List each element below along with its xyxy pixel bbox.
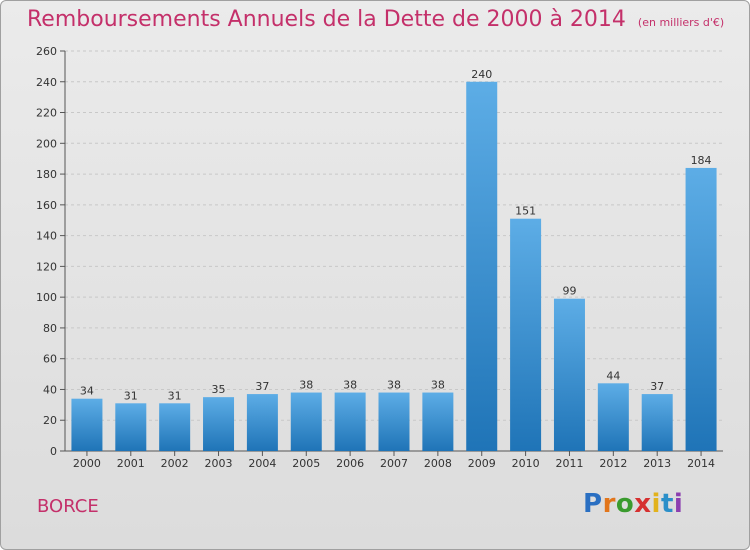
chart-title: Remboursements Annuels de la Dette de 20… <box>27 7 724 32</box>
y-tick-label: 100 <box>36 291 57 304</box>
value-label: 31 <box>168 389 182 402</box>
bar-2014 <box>685 167 717 451</box>
value-label: 38 <box>431 379 445 392</box>
x-tick-label: 2005 <box>292 457 320 470</box>
bar-2002 <box>159 403 191 451</box>
x-tick-label: 2011 <box>555 457 583 470</box>
value-label: 38 <box>387 379 401 392</box>
x-tick-label: 2000 <box>73 457 101 470</box>
bar-2011 <box>553 298 585 451</box>
bar-2007 <box>378 392 410 451</box>
y-tick-label: 0 <box>50 445 57 458</box>
x-tick-label: 2009 <box>468 457 496 470</box>
axis-layer: 0 20 40 60 80 100 120 140 160 180 200 220 240 260 2000… <box>36 45 723 470</box>
y-tick-label: 260 <box>36 45 57 58</box>
unit-note: (en milliers d'€) <box>637 16 725 29</box>
y-tick-label: 200 <box>36 137 57 150</box>
bar-2012 <box>597 383 629 451</box>
y-tick-label: 180 <box>36 168 57 181</box>
x-tick-label: 2012 <box>599 457 627 470</box>
bar-2009 <box>466 81 498 452</box>
y-tick-label: 40 <box>43 383 57 396</box>
y-tick-label: 60 <box>43 353 57 366</box>
bar-2003 <box>203 397 235 451</box>
x-tick-label: 2006 <box>336 457 364 470</box>
bar-2006 <box>334 392 366 451</box>
x-tick-label: 2010 <box>512 457 540 470</box>
value-label: 37 <box>255 380 269 393</box>
label-layer: 34 31 31 35 37 38 38 38 38 240 151 99 44 37 184 <box>80 68 712 403</box>
x-tick-label: 2014 <box>687 457 715 470</box>
value-label: 37 <box>650 380 664 393</box>
x-tick-label: 2002 <box>161 457 189 470</box>
x-tick-label: 2013 <box>643 457 671 470</box>
y-tick-label: 160 <box>36 199 57 212</box>
commune-name: BORCE <box>37 496 99 517</box>
y-tick-label: 80 <box>43 322 57 335</box>
x-tick-label: 2001 <box>117 457 145 470</box>
value-label: 35 <box>212 383 226 396</box>
y-tick-label: 120 <box>36 260 57 273</box>
value-label: 31 <box>124 389 138 402</box>
x-tick-label: 2003 <box>205 457 233 470</box>
x-tick-label: 2004 <box>248 457 276 470</box>
bar-layer <box>71 81 717 452</box>
x-tick-label: 2007 <box>380 457 408 470</box>
value-label: 34 <box>80 385 94 398</box>
title-text: Remboursements Annuels de la Dette de 20… <box>27 7 626 32</box>
value-label: 151 <box>515 205 536 218</box>
value-label: 184 <box>691 154 712 167</box>
y-tick-label: 20 <box>43 414 57 427</box>
value-label: 44 <box>606 369 620 382</box>
bar-2005 <box>290 392 322 451</box>
proxiti-logo: Proxiti <box>583 489 684 519</box>
bar-2004 <box>246 394 278 451</box>
bar-2008 <box>422 392 454 451</box>
y-tick-label: 240 <box>36 76 57 89</box>
bar-2000 <box>71 398 103 451</box>
value-label: 38 <box>343 379 357 392</box>
y-tick-label: 220 <box>36 107 57 120</box>
y-tick-label: 140 <box>36 230 57 243</box>
value-label: 99 <box>562 285 576 298</box>
x-tick-label: 2008 <box>424 457 452 470</box>
bar-2010 <box>510 218 542 451</box>
value-label: 38 <box>299 379 313 392</box>
bar-2001 <box>115 403 147 451</box>
bar-2013 <box>641 394 673 451</box>
value-label: 240 <box>471 68 492 81</box>
